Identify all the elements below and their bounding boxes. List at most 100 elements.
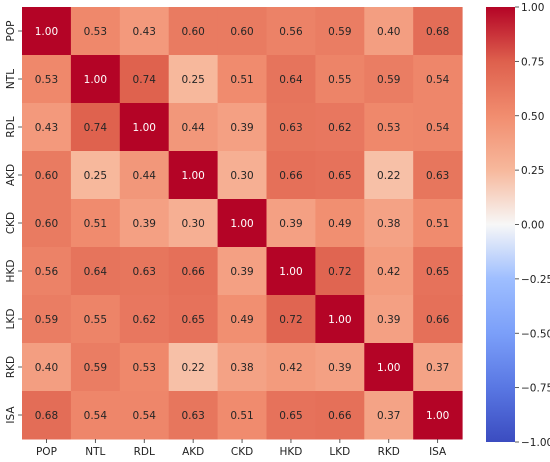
heatmap-cells	[22, 7, 463, 440]
heatmap-cell-rkd-ckd	[217, 343, 267, 392]
heatmap-cell-ckd-rkd	[364, 199, 414, 248]
y-tick-label-hkd: HKD	[5, 260, 17, 283]
colorbar-tick-label: −0.75	[521, 383, 550, 395]
heatmap-cell-isa-rkd	[364, 391, 414, 440]
y-tick-label-rdl: RDL	[5, 116, 17, 137]
cell-value-label: 0.51	[84, 218, 107, 230]
heatmap-cell-rdl-rkd	[364, 103, 414, 152]
cell-value-label: 0.60	[35, 170, 58, 182]
y-tick-label-akd: AKD	[5, 164, 17, 186]
cell-value-label: 0.39	[133, 218, 156, 230]
cell-value-label: 0.56	[35, 266, 59, 278]
heatmap-cell-ntl-akd	[168, 55, 219, 104]
cell-value-label: 1.00	[377, 362, 400, 374]
heatmap-cell-ckd-lkd	[315, 199, 365, 248]
cell-value-label: 1.00	[279, 266, 302, 278]
y-tick-label-isa: ISA	[5, 406, 17, 424]
heatmap-cell-isa-lkd	[315, 391, 365, 440]
heatmap-cell-rdl-akd	[168, 103, 219, 152]
cell-value-label: 0.66	[279, 170, 303, 182]
cell-value-label: 0.68	[35, 410, 58, 422]
heatmap-cell-akd-akd	[168, 151, 219, 200]
heatmap-cell-ntl-hkd	[266, 55, 316, 104]
heatmap-cell-lkd-isa	[413, 295, 463, 344]
heatmap-cell-rdl-hkd	[266, 103, 316, 152]
heatmap-cell-pop-rdl	[119, 7, 170, 56]
heatmap-cell-ckd-isa	[413, 199, 463, 248]
heatmap-cell-lkd-akd	[168, 295, 219, 344]
heatmap-cell-hkd-pop	[22, 247, 72, 296]
colorbar	[486, 7, 515, 442]
colorbar-tick-label: −1.00	[521, 437, 550, 449]
cell-value-label: 0.63	[133, 266, 156, 278]
cell-value-label: 0.37	[377, 410, 400, 422]
x-tick-label-pop: POP	[36, 446, 57, 458]
cell-value-label: 0.39	[377, 314, 400, 326]
colorbar-ticks: 1.00 0.75 0.50 0.25 0.00 −0.25 −0.50 −0.75 −1.00	[515, 2, 550, 449]
cell-value-label: 1.00	[426, 410, 449, 422]
x-tick-label-lkd: LKD	[329, 446, 350, 458]
heatmap-cell-lkd-pop	[22, 295, 72, 344]
heatmap-cell-pop-isa	[413, 7, 463, 56]
y-tick-label-ntl: NTL	[5, 69, 17, 89]
heatmap-annotations: 1.00 0.53 0.43 0.60 0.60 0.56 0.59 0.40 0.68 0.53…	[35, 26, 450, 422]
heatmap-cell-pop-akd	[168, 7, 219, 56]
heatmap-cell-hkd-ckd	[217, 247, 267, 296]
cell-value-label: 0.74	[84, 122, 108, 134]
y-tick-label-lkd: LKD	[5, 309, 17, 330]
heatmap-cell-rdl-pop	[22, 103, 72, 152]
cell-value-label: 0.63	[426, 170, 449, 182]
cell-value-label: 0.59	[328, 26, 351, 38]
colorbar-tick-label: −0.50	[521, 328, 550, 340]
heatmap-cell-akd-ntl	[70, 151, 121, 200]
heatmap-cell-hkd-rkd	[364, 247, 414, 296]
cell-value-label: 0.65	[181, 314, 204, 326]
cell-value-label: 0.60	[230, 26, 253, 38]
y-tick-label-ckd: CKD	[5, 212, 17, 234]
x-tick-label-ckd: CKD	[231, 446, 253, 458]
cell-value-label: 0.63	[181, 410, 204, 422]
cell-value-label: 0.51	[230, 74, 253, 86]
cell-value-label: 0.65	[328, 170, 351, 182]
cell-value-label: 0.72	[328, 266, 351, 278]
cell-value-label: 0.43	[133, 26, 156, 38]
heatmap-cell-akd-rdl	[119, 151, 170, 200]
cell-value-label: 0.38	[230, 362, 253, 374]
heatmap-cell-ckd-ckd	[217, 199, 267, 248]
cell-value-label: 0.53	[35, 74, 58, 86]
heatmap-cell-rdl-ntl	[70, 103, 121, 152]
cell-value-label: 0.54	[426, 74, 450, 86]
heatmap-cell-isa-ckd	[217, 391, 267, 440]
heatmap-cell-akd-ckd	[217, 151, 267, 200]
colorbar-tick-label: 0.25	[521, 165, 544, 177]
heatmap-cell-akd-hkd	[266, 151, 316, 200]
cell-value-label: 0.56	[279, 26, 303, 38]
cell-value-label: 1.00	[133, 122, 156, 134]
heatmap-cell-isa-isa	[413, 391, 463, 440]
heatmap-cell-lkd-hkd	[266, 295, 316, 344]
cell-value-label: 1.00	[35, 26, 58, 38]
heatmap-cell-ntl-ntl	[70, 55, 121, 104]
cell-value-label: 0.53	[377, 122, 400, 134]
x-tick-label-akd: AKD	[182, 446, 204, 458]
cell-value-label: 1.00	[84, 74, 107, 86]
cell-value-label: 0.30	[181, 218, 204, 230]
cell-value-label: 0.59	[377, 74, 400, 86]
cell-value-label: 0.64	[84, 266, 108, 278]
heatmap-cell-rdl-rdl	[119, 103, 170, 152]
heatmap-cell-rdl-ckd	[217, 103, 267, 152]
heatmap-cell-akd-isa	[413, 151, 463, 200]
heatmap-cell-hkd-hkd	[266, 247, 316, 296]
cell-value-label: 0.44	[133, 170, 157, 182]
cell-value-label: 0.55	[328, 74, 351, 86]
cell-value-label: 0.40	[377, 26, 400, 38]
cell-value-label: 0.60	[181, 26, 204, 38]
cell-value-label: 0.49	[230, 314, 253, 326]
heatmap-cell-ntl-lkd	[315, 55, 365, 104]
heatmap-cell-ntl-rdl	[119, 55, 170, 104]
cell-value-label: 0.25	[181, 74, 204, 86]
colorbar-tick-label: 1.00	[521, 2, 544, 14]
heatmap-cell-akd-rkd	[364, 151, 414, 200]
heatmap-cell-lkd-rkd	[364, 295, 414, 344]
